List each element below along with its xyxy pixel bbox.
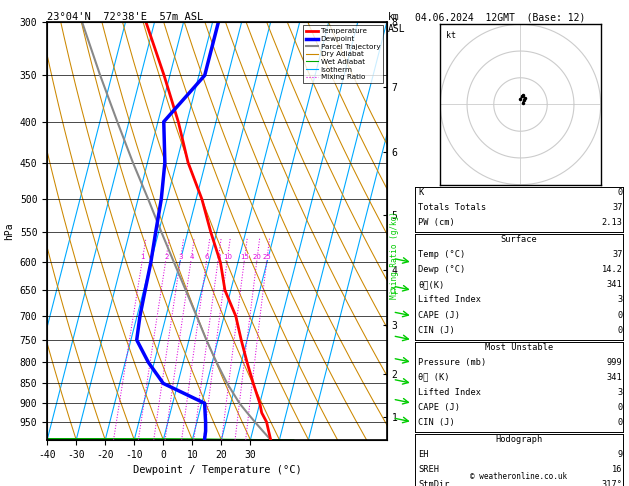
Text: km: km (388, 12, 400, 22)
Y-axis label: hPa: hPa (4, 222, 14, 240)
Text: 0: 0 (618, 188, 623, 197)
Text: 15: 15 (240, 254, 249, 260)
Text: 23°04'N  72°38'E  57m ASL: 23°04'N 72°38'E 57m ASL (47, 12, 203, 22)
Text: Lifted Index: Lifted Index (418, 388, 481, 397)
Text: 3: 3 (618, 388, 623, 397)
Text: 317°: 317° (602, 480, 623, 486)
Text: © weatheronline.co.uk: © weatheronline.co.uk (470, 472, 567, 481)
Text: CIN (J): CIN (J) (418, 326, 455, 335)
Text: Mixing Ratio (g/kg): Mixing Ratio (g/kg) (390, 211, 399, 299)
Text: 0: 0 (618, 311, 623, 320)
Text: Hodograph: Hodograph (495, 435, 543, 444)
Text: 6: 6 (205, 254, 209, 260)
Text: 1: 1 (140, 254, 145, 260)
Text: kt: kt (446, 31, 455, 40)
Text: Lifted Index: Lifted Index (418, 295, 481, 305)
Text: CL: CL (390, 287, 399, 296)
Text: 3: 3 (179, 254, 183, 260)
Text: ASL: ASL (388, 24, 406, 35)
Text: EH: EH (418, 450, 429, 459)
Text: 37: 37 (612, 203, 623, 212)
Text: θᴇ(K): θᴇ(K) (418, 280, 445, 290)
Text: 341: 341 (607, 280, 623, 290)
Text: StmDir: StmDir (418, 480, 450, 486)
Text: 0: 0 (618, 326, 623, 335)
Text: 14.2: 14.2 (602, 265, 623, 275)
Text: Pressure (mb): Pressure (mb) (418, 358, 487, 367)
Text: 04.06.2024  12GMT  (Base: 12): 04.06.2024 12GMT (Base: 12) (415, 12, 586, 22)
Text: 8: 8 (216, 254, 221, 260)
Text: 9: 9 (618, 450, 623, 459)
Text: 4: 4 (189, 254, 194, 260)
Text: 20: 20 (253, 254, 262, 260)
Legend: Temperature, Dewpoint, Parcel Trajectory, Dry Adiabat, Wet Adiabat, Isotherm, Mi: Temperature, Dewpoint, Parcel Trajectory… (303, 25, 383, 83)
Text: SREH: SREH (418, 465, 439, 474)
Text: Most Unstable: Most Unstable (485, 343, 553, 352)
Text: Surface: Surface (501, 235, 537, 244)
Text: CAPE (J): CAPE (J) (418, 403, 460, 412)
Text: 16: 16 (612, 465, 623, 474)
Text: 3: 3 (618, 295, 623, 305)
Text: 10: 10 (223, 254, 232, 260)
X-axis label: Dewpoint / Temperature (°C): Dewpoint / Temperature (°C) (133, 465, 301, 475)
Text: θᴇ (K): θᴇ (K) (418, 373, 450, 382)
Text: PW (cm): PW (cm) (418, 218, 455, 227)
Text: Totals Totals: Totals Totals (418, 203, 487, 212)
Text: CIN (J): CIN (J) (418, 418, 455, 427)
Text: 25: 25 (263, 254, 272, 260)
Text: K: K (418, 188, 423, 197)
Text: Temp (°C): Temp (°C) (418, 250, 465, 260)
Text: 0: 0 (618, 418, 623, 427)
Text: 0: 0 (618, 403, 623, 412)
Text: 37: 37 (612, 250, 623, 260)
Text: 2: 2 (164, 254, 169, 260)
Text: 999: 999 (607, 358, 623, 367)
Text: CAPE (J): CAPE (J) (418, 311, 460, 320)
Text: 341: 341 (607, 373, 623, 382)
Text: Dewp (°C): Dewp (°C) (418, 265, 465, 275)
Text: 2.13: 2.13 (602, 218, 623, 227)
